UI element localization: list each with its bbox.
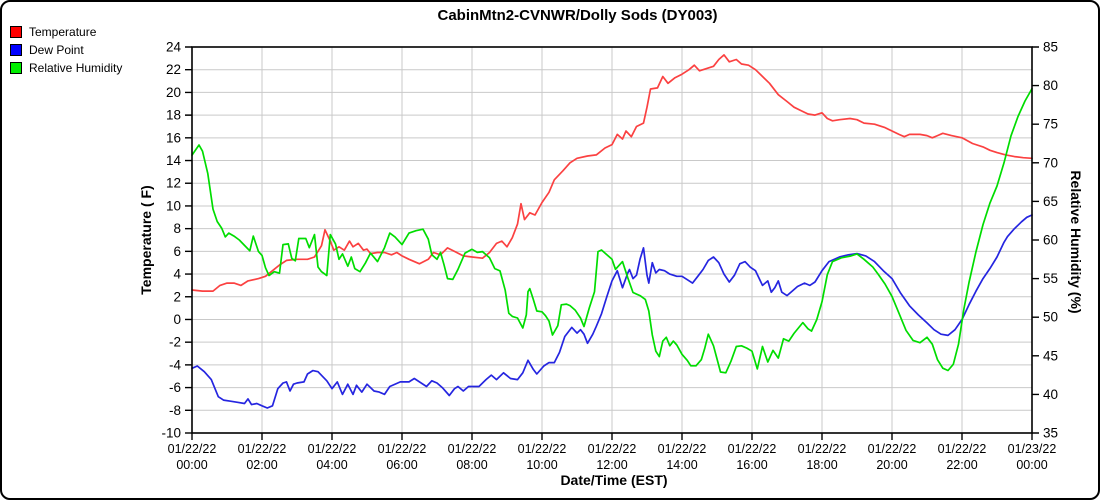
legend-label: Temperature xyxy=(29,25,97,39)
y-right-tick-label: 40 xyxy=(1043,387,1058,402)
x-tick-label-time: 06:00 xyxy=(386,458,417,472)
y-right-tick-label: 60 xyxy=(1043,233,1058,248)
y-left-tick-label: 20 xyxy=(166,85,181,100)
x-axis-title: Date/Time (EST) xyxy=(560,472,667,488)
series-line-dew-point xyxy=(191,214,1033,409)
y-left-tick-label: 12 xyxy=(166,176,181,191)
y-right-tick-label: 85 xyxy=(1043,40,1058,55)
legend: Temperature Dew Point Relative Humidity xyxy=(10,25,122,79)
x-tick-label-date: 01/22/22 xyxy=(378,442,427,456)
legend-swatch-icon xyxy=(10,44,22,56)
x-tick-label-date: 01/22/22 xyxy=(728,442,777,456)
y-left-tick-label: 14 xyxy=(166,153,182,168)
x-tick-label-date: 01/22/22 xyxy=(938,442,987,456)
legend-item-temperature: Temperature xyxy=(10,25,122,39)
y-right-tick-label: 50 xyxy=(1043,310,1058,325)
legend-label: Relative Humidity xyxy=(29,61,123,75)
y-left-tick-label: 0 xyxy=(173,312,181,327)
series-lines xyxy=(191,54,1033,409)
axes xyxy=(185,46,1039,440)
x-tick-label-date: 01/22/22 xyxy=(238,442,287,456)
series-line-temperature xyxy=(191,54,1033,292)
x-tick-label-date: 01/22/22 xyxy=(518,442,567,456)
legend-swatch-icon xyxy=(10,26,22,38)
y-right-tick-label: 75 xyxy=(1043,117,1058,132)
x-tick-label-date: 01/22/22 xyxy=(658,442,707,456)
y-right-axis-title: Relative Humidity (%) xyxy=(1068,170,1084,313)
x-tick-label-time: 08:00 xyxy=(456,458,487,472)
x-tick-label-time: 04:00 xyxy=(316,458,347,472)
y-left-tick-label: -4 xyxy=(169,357,181,372)
y-left-tick-label: 24 xyxy=(166,40,182,55)
y-right-tick-label: 45 xyxy=(1043,348,1058,363)
x-tick-label-time: 14:00 xyxy=(666,458,697,472)
y-left-tick-label: 16 xyxy=(166,130,181,145)
y-left-tick-label: -8 xyxy=(169,403,181,418)
x-tick-label-time: 18:00 xyxy=(806,458,837,472)
x-tick-label-time: 16:00 xyxy=(736,458,767,472)
x-tick-label-time: 12:00 xyxy=(596,458,627,472)
y-left-tick-label: 22 xyxy=(166,62,181,77)
grid-lines xyxy=(192,47,1032,433)
y-right-tick-label: 55 xyxy=(1043,271,1058,286)
legend-label: Dew Point xyxy=(29,43,84,57)
x-tick-label-time: 22:00 xyxy=(946,458,977,472)
x-tick-label-date: 01/22/22 xyxy=(868,442,917,456)
tick-labels: 242220181614121086420-2-4-6-8-1085807570… xyxy=(161,40,1058,473)
x-tick-label-date: 01/22/22 xyxy=(588,442,637,456)
y-right-tick-label: 70 xyxy=(1043,155,1058,170)
x-tick-label-time: 10:00 xyxy=(526,458,557,472)
y-left-tick-label: 6 xyxy=(173,244,181,259)
y-left-tick-label: -10 xyxy=(161,426,181,441)
y-left-tick-label: -2 xyxy=(169,335,181,350)
legend-item-relative-humidity: Relative Humidity xyxy=(10,61,122,75)
x-tick-label-date: 01/22/22 xyxy=(168,442,217,456)
y-right-tick-label: 80 xyxy=(1043,78,1058,93)
y-right-tick-label: 35 xyxy=(1043,426,1058,441)
x-tick-label-date: 01/22/22 xyxy=(798,442,847,456)
legend-swatch-icon xyxy=(10,62,22,74)
y-left-tick-label: -6 xyxy=(169,380,181,395)
x-tick-label-time: 02:00 xyxy=(246,458,277,472)
x-tick-label-date: 01/22/22 xyxy=(448,442,497,456)
y-left-axis-title: Temperature ( F) xyxy=(138,185,154,294)
y-left-tick-label: 2 xyxy=(173,289,181,304)
y-left-tick-label: 8 xyxy=(173,221,181,236)
legend-item-dew-point: Dew Point xyxy=(10,43,122,57)
x-tick-label-date: 01/22/22 xyxy=(308,442,357,456)
y-left-tick-label: 4 xyxy=(173,267,181,282)
x-tick-label-time: 20:00 xyxy=(876,458,907,472)
y-right-tick-label: 65 xyxy=(1043,194,1058,209)
y-left-tick-label: 18 xyxy=(166,108,181,123)
chart-title: CabinMtn2-CVNWR/Dolly Sods (DY003) xyxy=(437,7,718,24)
y-left-tick-label: 10 xyxy=(166,198,181,213)
x-tick-label-time: 00:00 xyxy=(1016,458,1047,472)
series-line-relative-humidity xyxy=(191,87,1033,374)
x-tick-label-date: 01/23/22 xyxy=(1008,442,1057,456)
x-tick-label-time: 00:00 xyxy=(176,458,207,472)
